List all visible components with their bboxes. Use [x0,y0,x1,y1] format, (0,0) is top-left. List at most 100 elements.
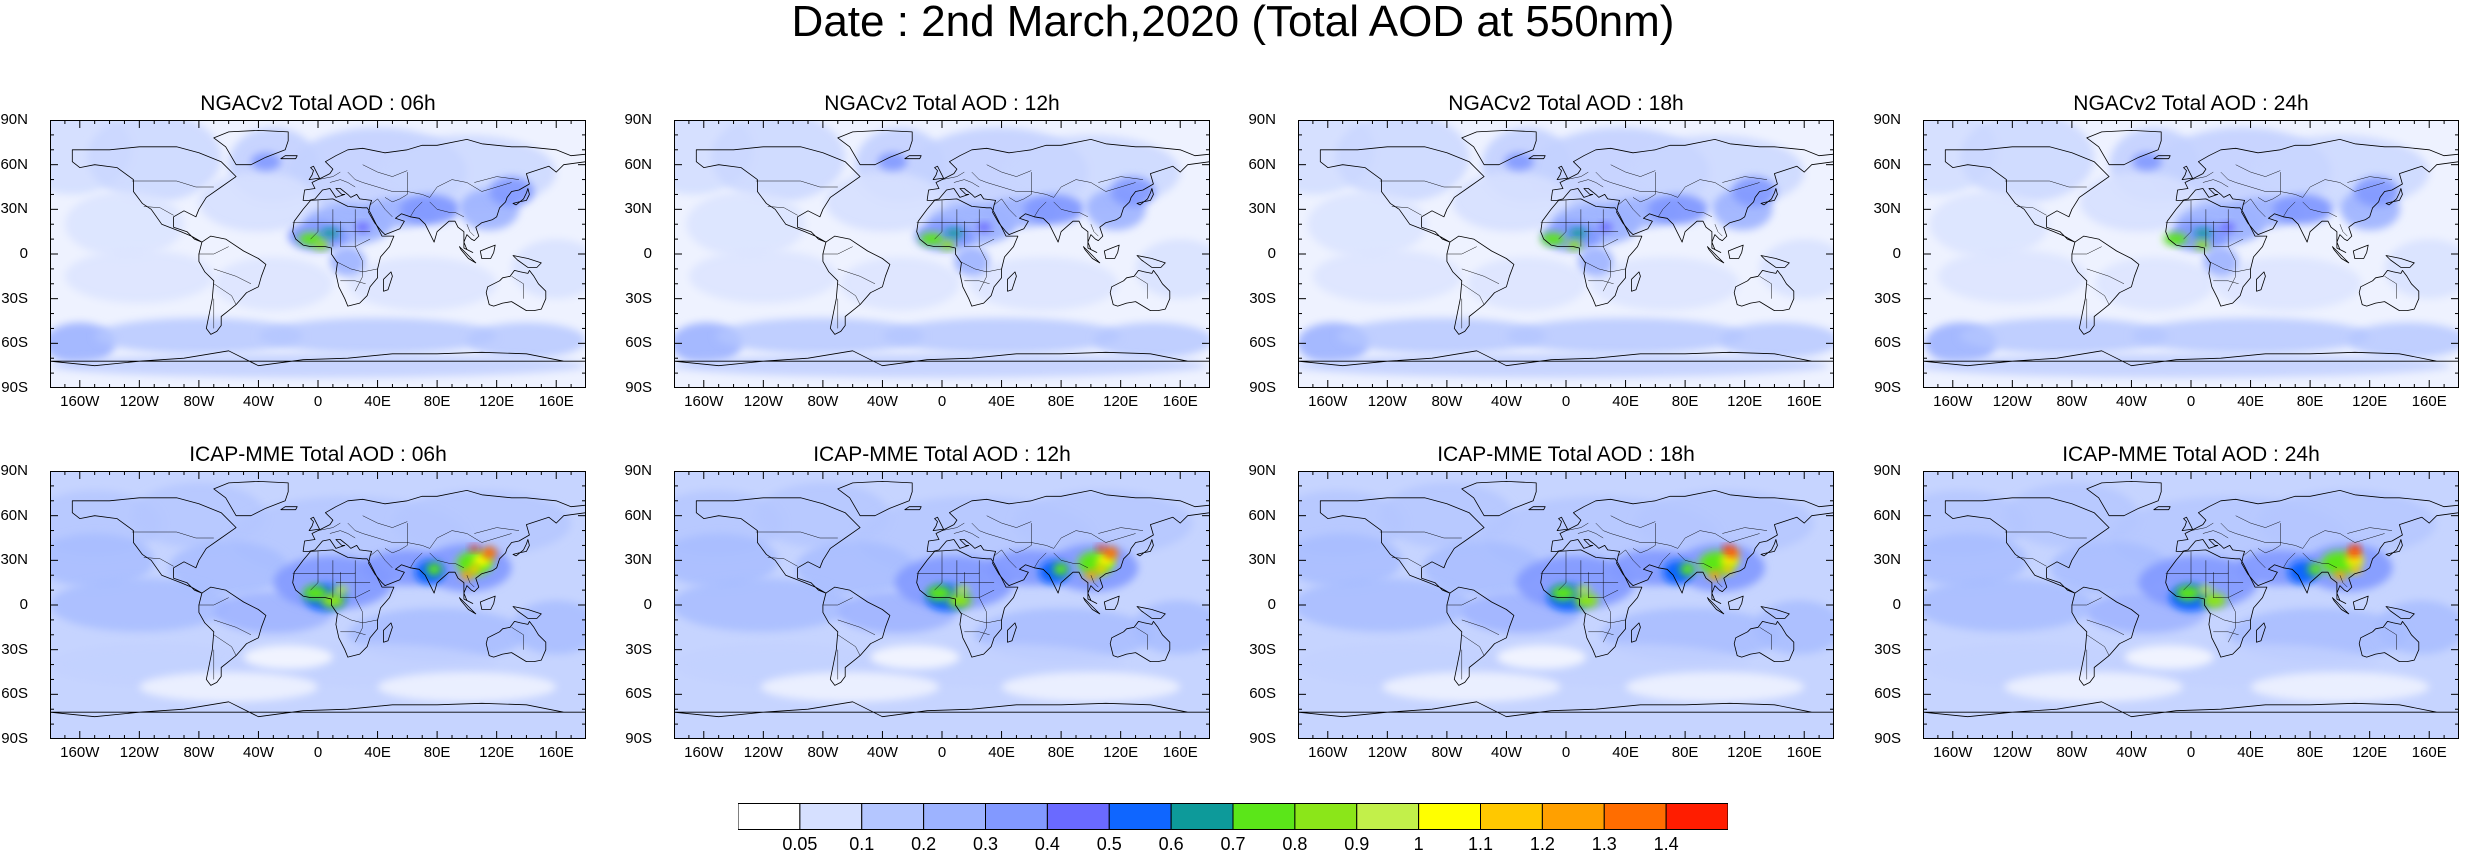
aod-region [1723,545,1733,552]
country-border [2302,552,2338,569]
country-border [1446,597,1477,606]
map-ticks [1922,470,2460,740]
world-map-svg [49,470,587,740]
coastline [1446,586,1515,686]
coastline [50,701,586,718]
aod-region [466,322,586,359]
aod-region [392,490,572,556]
country-border [941,171,965,180]
lon-label: 160W [60,393,100,410]
country-border [1558,551,1567,591]
map-panel-icap-mme-06h: ICAP-MME Total AOD : 06h 90N 60N 30N 0 30S 60S… [0,443,587,778]
coastline [1528,155,1546,160]
world-map-svg [1922,470,2460,740]
lat-label: 90N [624,111,652,128]
country-border [1461,283,1485,305]
lon-label: 160W [1308,393,1348,410]
lat-label: 0 [19,245,28,262]
lon-label: 120E [1727,744,1763,761]
lat-label: 60S [1,334,28,352]
aod-region [882,318,1121,354]
country-border [340,572,371,598]
lat-label: 60S [1874,685,1901,703]
country-border [2208,261,2251,273]
country-border [198,597,229,606]
coastline [485,621,547,662]
coastline [1631,622,1641,643]
lon-label: 0 [937,744,947,761]
coastline [2256,271,2266,292]
coastline [485,270,547,311]
coastlines [1923,481,2459,718]
country-border [410,552,423,568]
coastline [2256,622,2266,643]
aod-region [303,585,327,601]
country-border [1391,557,1422,567]
aod-region [711,120,846,202]
aod-region [251,152,281,171]
lat-label: 60S [1249,685,1276,703]
country-border [1034,201,1047,217]
coastline [1760,606,1790,619]
lat-label: 90S [625,730,652,747]
colorbar-label: 0.8 [1282,834,1308,854]
lat-label: 30S [1874,640,1901,658]
aod-region [258,318,497,354]
country-border [837,268,876,285]
lat-label: 60N [1248,155,1276,173]
country-border [1588,631,1614,636]
lat-label: 60N [624,155,652,173]
country-border [310,551,319,591]
panel-title: NGACv2 Total AOD : 12h [824,92,1060,115]
country-border [369,198,393,217]
colorbar-label: 0.5 [1096,834,1122,854]
map-panel-ngacv2-06h: NGACv2 Total AOD : 06h 90N 60N 30N 0 30S 60S 90… [0,92,587,427]
coastline [2385,539,2403,557]
coastline [1707,246,1725,264]
country-border [2283,552,2296,568]
lon-label: 120W [119,744,159,761]
aod-region [2250,134,2430,210]
lon-label: 80E [1047,744,1075,761]
country-border [2004,180,2087,188]
aod-region [870,645,960,670]
country-border [1577,530,1604,539]
coastline [1298,350,1834,367]
lat-label: 30S [1,640,28,658]
coastline [50,350,586,367]
map-panel-icap-mme-18h: ICAP-MME Total AOD : 18h 90N 60N 30N 0 30S 60S… [1248,443,1835,778]
coastline [213,130,289,166]
country-border [1461,619,1500,636]
country-border [2235,515,2281,528]
coastline [2175,139,2459,253]
country-border [978,221,987,292]
country-border [1098,176,1144,183]
lat-label: 90N [1873,462,1901,479]
aod-region [953,246,990,277]
country-border [964,280,990,285]
country-border [466,575,475,588]
coastline [2385,188,2403,206]
coastline [512,255,542,268]
aod-region [1093,322,1210,359]
aod-region [2197,585,2213,595]
country-border [971,171,1136,198]
colorbar-label: 0.2 [911,834,937,854]
aod-region [2124,645,2214,670]
panel-title: NGACv2 Total AOD : 06h [200,92,436,115]
aod-region [320,593,345,608]
country-border [1135,276,1148,299]
aod-region [50,578,229,632]
country-border [2347,176,2393,183]
panel-title: ICAP-MME Total AOD : 06h [189,443,447,466]
map-panel-icap-mme-12h: ICAP-MME Total AOD : 12h 90N 60N 30N 0 30S 60S… [624,443,1211,778]
lat-label: 30S [1249,640,1276,658]
country-border [213,619,252,636]
country-border [317,171,341,180]
aod-region [377,672,557,702]
country-border [837,619,876,636]
lon-label: 40W [2116,744,2147,761]
colorbar-label: 0.6 [1158,834,1184,854]
lat-label: 90S [1249,730,1276,747]
lon-label: 0 [1561,393,1571,410]
